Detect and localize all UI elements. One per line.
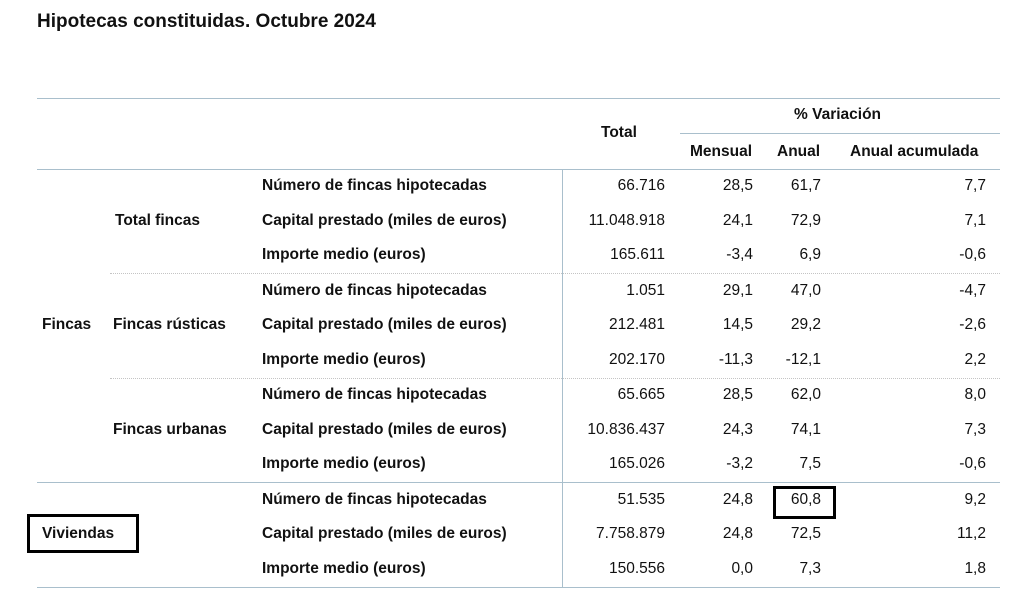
row-mensual: 29,1 [722,282,753,299]
row-metric: Importe medio (euros) [262,246,426,263]
row-acumulada: 8,0 [964,386,986,403]
row-metric: Capital prestado (miles de euros) [262,316,507,333]
row-total: 212.481 [608,316,665,333]
row-acumulada: 2,2 [964,351,986,368]
row-mensual: 28,5 [722,386,753,403]
row-acumulada: -4,7 [959,282,986,299]
row-anual: 72,9 [790,212,821,229]
row-anual: 6,9 [799,246,821,263]
row-total: 165.611 [610,246,665,263]
viviendas-highlight-box [27,514,139,553]
row-anual: 72,5 [790,525,821,542]
anual-highlight-box [773,486,836,519]
header-variation: % Variación [794,106,882,123]
row-mensual: -11,3 [718,351,753,368]
variation-underline [680,133,1000,134]
section-separator [110,378,1000,379]
section-separator [110,273,1000,274]
row-metric: Capital prestado (miles de euros) [262,525,507,542]
row-total: 165.026 [608,455,665,472]
header-mensual: Mensual [690,143,753,160]
row-anual: 74,1 [790,421,821,438]
group-fincas: Fincas [42,316,92,333]
row-anual: 7,5 [799,455,821,472]
section-label: Total fincas [115,212,200,229]
row-acumulada: 7,1 [964,212,986,229]
row-metric: Importe medio (euros) [262,455,426,472]
row-acumulada: -0,6 [959,246,986,263]
row-acumulada: 9,2 [964,491,986,508]
row-acumulada: 1,8 [964,560,986,577]
row-metric: Capital prestado (miles de euros) [262,212,507,229]
row-total: 66.716 [617,177,665,194]
header-anual: Anual [777,143,821,160]
row-metric: Capital prestado (miles de euros) [262,421,507,438]
row-total: 7.758.879 [596,525,665,542]
row-total: 11.048.918 [588,212,665,229]
row-anual: 47,0 [790,282,821,299]
row-mensual: 24,1 [722,212,753,229]
row-mensual: 0,0 [731,560,753,577]
row-mensual: -3,4 [726,246,753,263]
row-anual: 60,8 [790,491,821,508]
viviendas-separator [37,482,1000,483]
group-viviendas: Viviendas [42,525,115,542]
row-anual: 29,2 [790,316,821,333]
header-bottom-border [37,169,1000,170]
row-acumulada: 11,2 [956,525,986,542]
row-anual: 62,0 [790,386,821,403]
row-metric: Importe medio (euros) [262,351,426,368]
row-metric: Número de fincas hipotecadas [262,177,487,194]
row-acumulada: -0,6 [959,455,986,472]
row-metric: Número de fincas hipotecadas [262,386,487,403]
row-anual: 7,3 [799,560,821,577]
row-total: 51.535 [617,491,665,508]
section-label: Fincas urbanas [113,421,227,438]
row-total: 150.556 [608,560,665,577]
row-acumulada: 7,3 [964,421,986,438]
row-mensual: -3,2 [726,455,753,472]
row-total: 1.051 [626,282,665,299]
header-total: Total [601,124,637,141]
table-top-border [37,98,1000,99]
row-acumulada: -2,6 [959,316,986,333]
row-total: 65.665 [617,386,665,403]
row-total: 10.836.437 [587,421,665,438]
row-mensual: 28,5 [722,177,753,194]
row-metric: Importe medio (euros) [262,560,426,577]
row-metric: Número de fincas hipotecadas [262,282,487,299]
row-mensual: 24,8 [722,491,753,508]
page-title: Hipotecas constituidas. Octubre 2024 [37,11,376,32]
row-acumulada: 7,7 [964,177,986,194]
row-anual: 61,7 [790,177,821,194]
row-mensual: 24,3 [722,421,753,438]
row-metric: Número de fincas hipotecadas [262,491,487,508]
section-label: Fincas rústicas [113,316,226,333]
header-anual-acumulada: Anual acumulada [850,143,979,160]
row-anual: -12,1 [785,351,821,368]
table-bottom-border [37,587,1000,588]
row-total: 202.170 [608,351,665,368]
row-mensual: 14,5 [722,316,753,333]
column-divider [562,169,563,587]
row-mensual: 24,8 [722,525,753,542]
